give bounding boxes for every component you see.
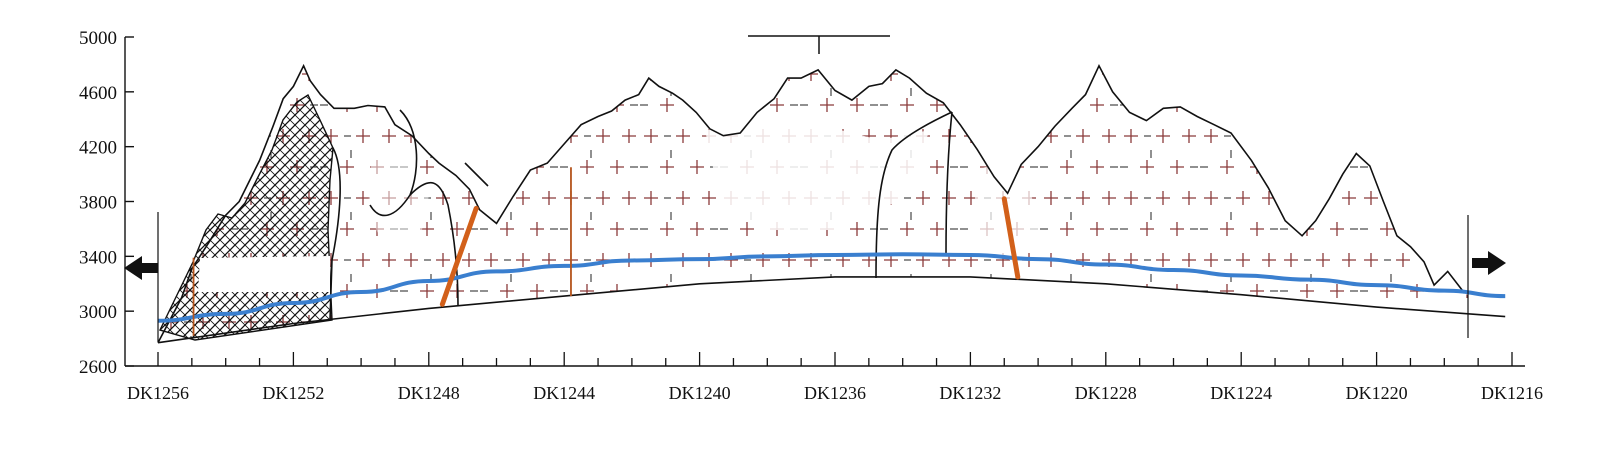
contact-line-5	[945, 111, 953, 256]
y-tick-label-3800: 3800	[79, 193, 117, 214]
x-tick-label-dk1256: DK1256	[127, 383, 189, 403]
x-tick-label-dk1228: DK1228	[1075, 383, 1137, 403]
y-tick-label-5000: 5000	[79, 28, 117, 49]
thin-contacts	[192, 167, 572, 336]
portals	[124, 212, 1506, 342]
x-tick-label-dk1244: DK1244	[533, 383, 595, 403]
x-tick-label-dk1240: DK1240	[669, 383, 731, 403]
x-tick-label-dk1216: DK1216	[1481, 383, 1543, 403]
y-tick-label-3400: 3400	[79, 247, 117, 268]
x-axis: DK1256 DK1252 DK1248 DK1244 DK1240 DK1236 DK12…	[125, 352, 1543, 403]
x-tick-label-dk1252: DK1252	[262, 383, 324, 403]
x-tick-label-dk1232: DK1232	[939, 383, 1001, 403]
y-tick-label-4600: 4600	[79, 83, 117, 104]
y-tick-label-3000: 3000	[79, 302, 117, 323]
contact-line-4	[875, 111, 953, 279]
hatched-unit-gap	[198, 256, 330, 292]
faults	[439, 196, 1021, 307]
contact-line-6	[464, 162, 489, 187]
fault-line-1	[439, 205, 479, 307]
ground-surface-line	[157, 63, 1466, 344]
rock-blank-zones	[368, 120, 1040, 260]
x-tick-label-dk1236: DK1236	[804, 383, 866, 403]
left-arrow-icon	[124, 256, 158, 280]
right-arrow-icon	[1472, 251, 1506, 275]
y-tick-label-4200: 4200	[79, 138, 117, 159]
x-tick-label-dk1248: DK1248	[398, 383, 460, 403]
y-tick-label-2600: 2600	[79, 357, 117, 378]
x-tick-label-dk1224: DK1224	[1210, 383, 1272, 403]
tunnel-base-line	[157, 276, 1506, 344]
x-tick-label-dk1220: DK1220	[1346, 383, 1408, 403]
tunnel-alignment-line	[157, 252, 1506, 323]
y-axis: 2600 3000 3400 3800 4200 4600 5000	[79, 28, 134, 378]
contact-line-1	[329, 147, 341, 321]
fault-line-2	[1001, 196, 1021, 280]
t-bar-symbol	[748, 35, 890, 54]
